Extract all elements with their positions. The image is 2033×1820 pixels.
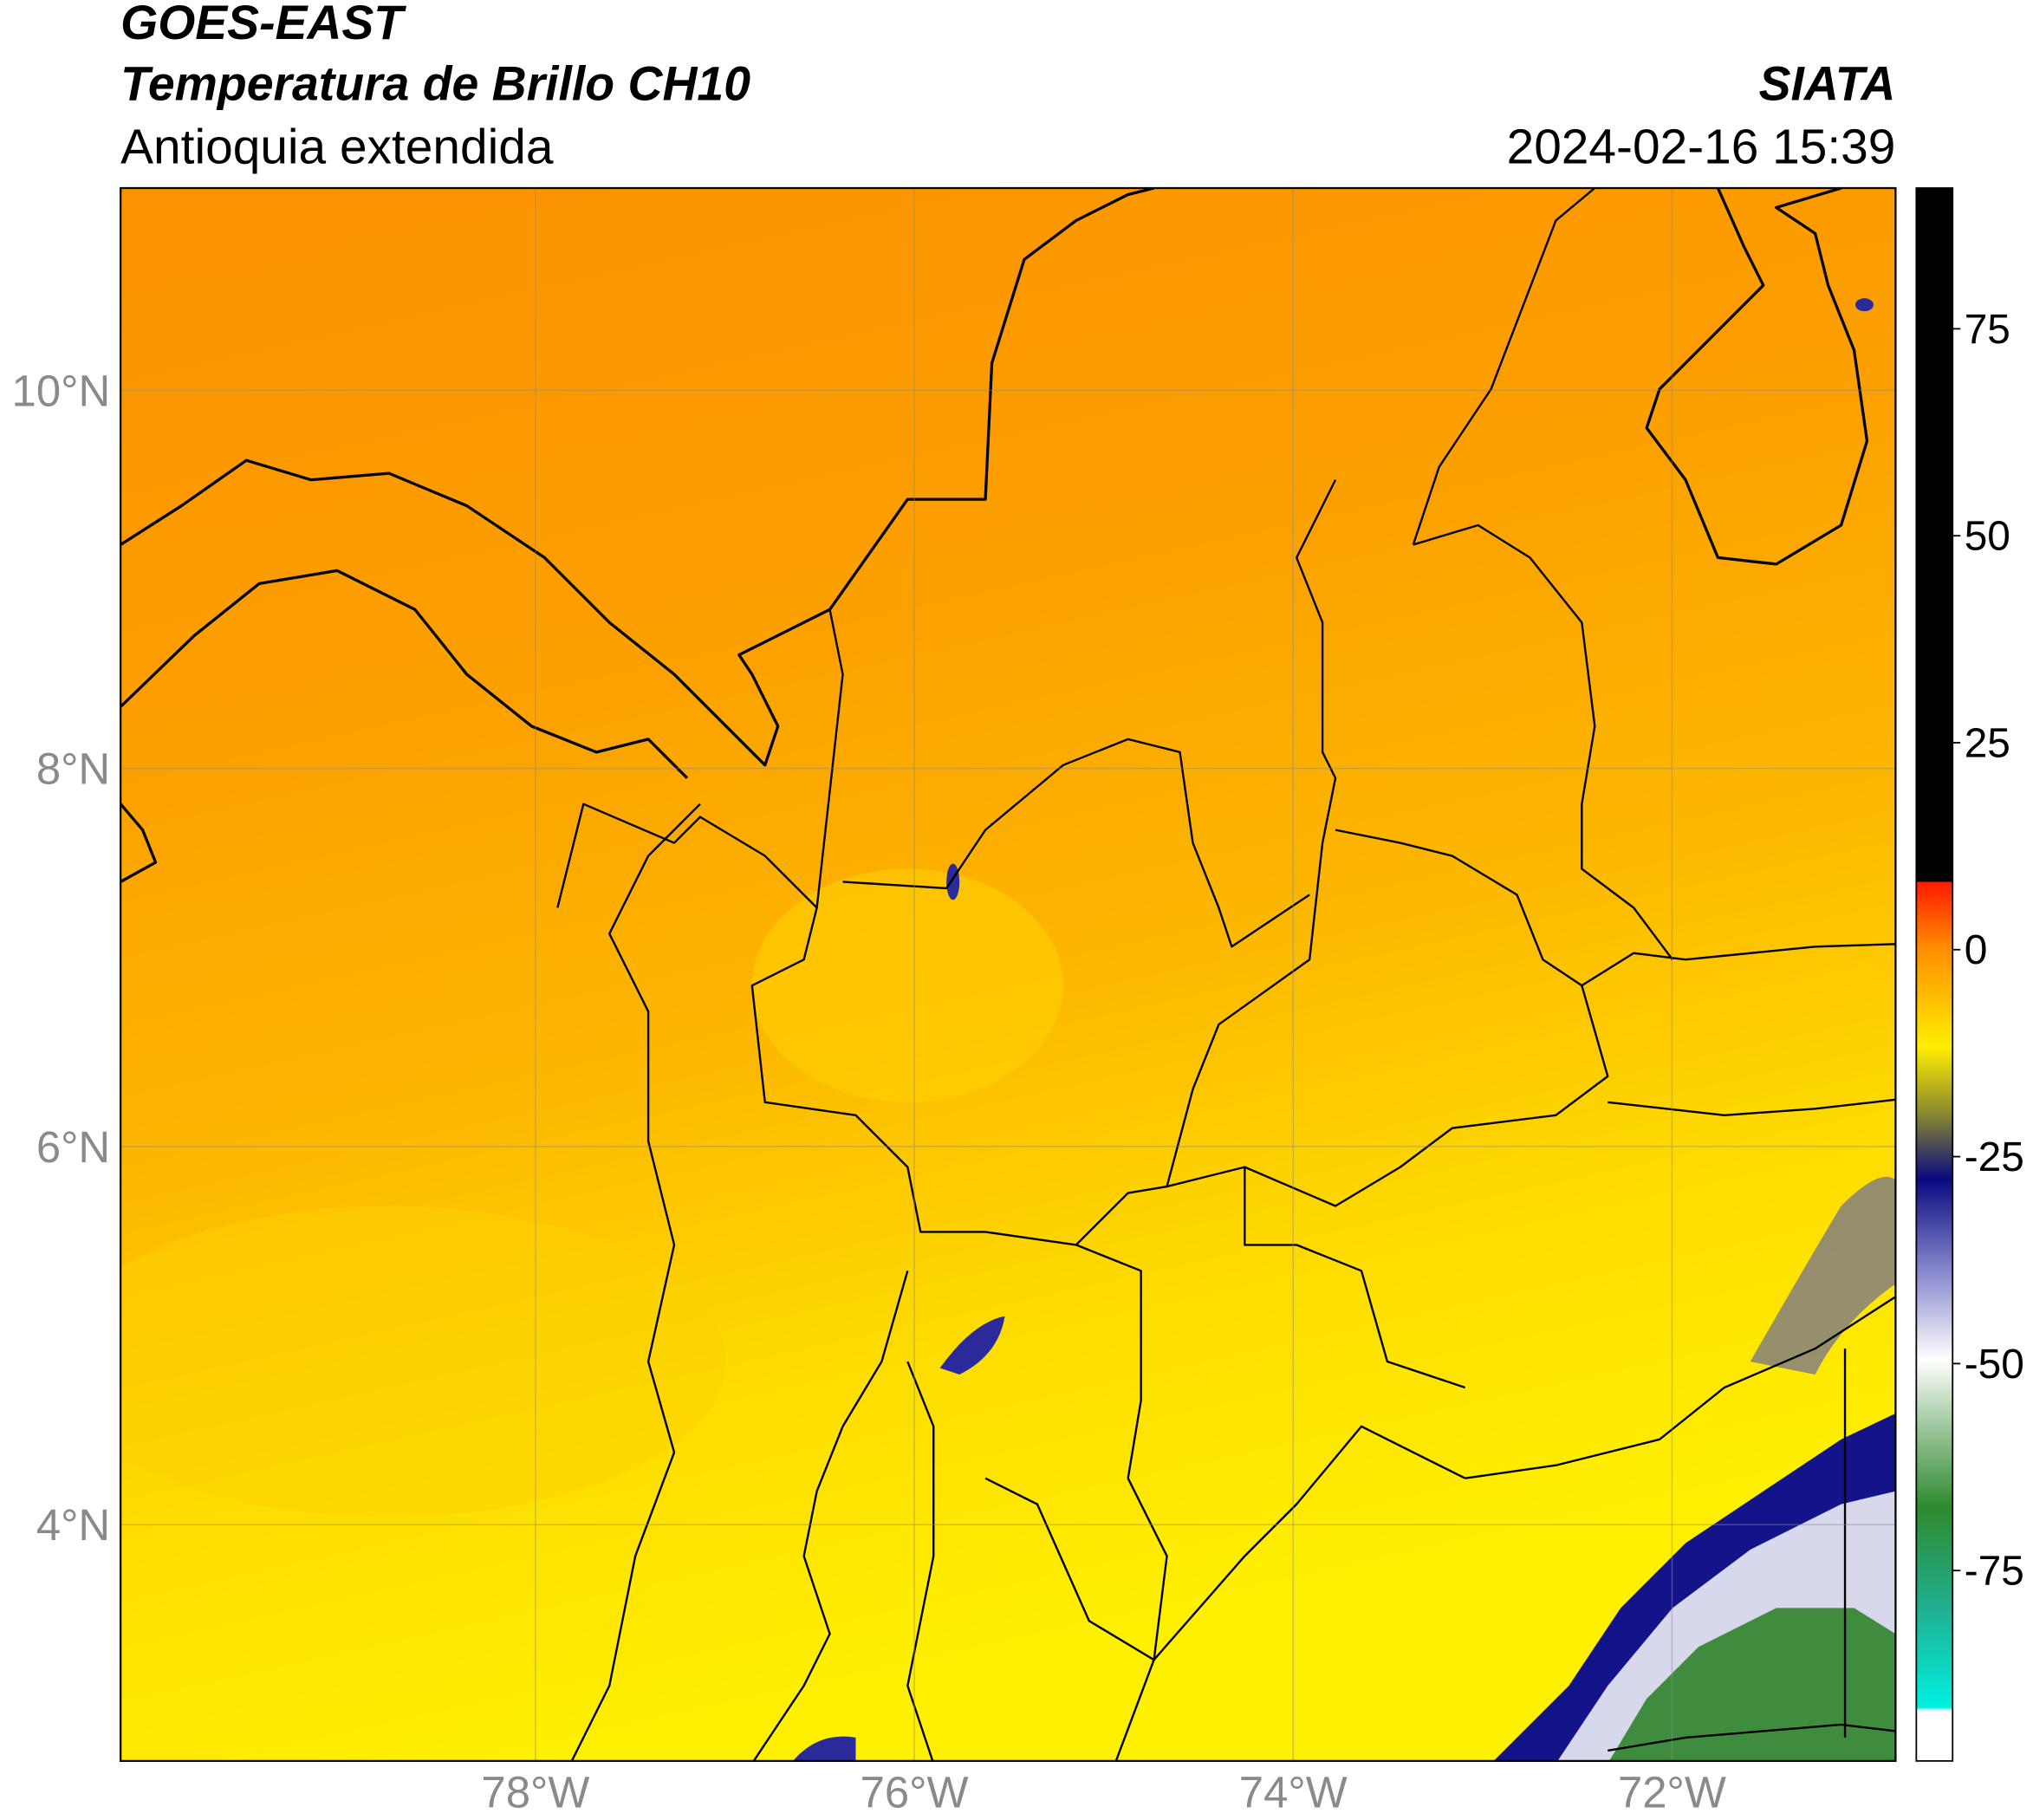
warm-patch xyxy=(751,868,1063,1102)
map-area xyxy=(120,188,1896,1761)
colorbar-tick-label: 50 xyxy=(1965,514,2010,560)
datetime: 2024-02-16 15:39 xyxy=(1507,120,1896,175)
coastline xyxy=(120,803,158,883)
cloud-cell xyxy=(1855,298,1874,312)
colorbar-tick-label: -50 xyxy=(1965,1342,2024,1388)
map-frame xyxy=(120,186,1897,1762)
warm-patch xyxy=(120,1206,726,1518)
border xyxy=(556,479,1337,1246)
coastline xyxy=(120,569,689,779)
cloud-cell xyxy=(939,1316,1005,1375)
x-tick-label: 74°W xyxy=(1239,1768,1348,1817)
border xyxy=(984,1244,1466,1761)
colorbar-tick-label: 25 xyxy=(1965,720,2010,766)
graticule: 78°W 76°W 74°W 72°W 4°N 6°N 8°N 10°N xyxy=(12,188,1896,1817)
cloud-band xyxy=(1750,1176,1896,1375)
y-tick-label: 4°N xyxy=(36,1500,110,1550)
colorbar-tick-label: -25 xyxy=(1965,1134,2024,1180)
cloud-core xyxy=(1609,1608,1896,1761)
coastline xyxy=(120,188,1154,767)
region-subtitle: Antioquia extendida xyxy=(120,120,554,175)
satellite-title: GOES-EAST xyxy=(120,0,406,49)
border xyxy=(1166,943,1896,1207)
cloud-cell xyxy=(793,1736,856,1761)
colorbar-tick-label: -75 xyxy=(1965,1549,2024,1595)
colorbar xyxy=(1915,187,1954,1762)
border xyxy=(1412,188,1674,960)
cloud-cell xyxy=(946,863,960,900)
colorbar-tick-label: 75 xyxy=(1965,307,2010,353)
colorbar-ticks: -75 -50 -25 0 25 50 75 xyxy=(1952,307,2024,1595)
x-tick-label: 78°W xyxy=(481,1768,589,1817)
border xyxy=(1608,1723,1896,1752)
product-title: Temperatura de Brillo CH10 xyxy=(120,56,750,110)
coastline xyxy=(1645,188,1869,566)
border xyxy=(570,803,701,1761)
border xyxy=(752,1270,935,1761)
colorbar-tick-label: 0 xyxy=(1965,927,1988,973)
border xyxy=(1244,829,1582,1389)
x-tick-label: 76°W xyxy=(861,1768,969,1817)
source-title: SIATA xyxy=(1759,56,1896,110)
x-tick-label: 72°W xyxy=(1618,1768,1726,1817)
y-tick-label: 6°N xyxy=(36,1122,110,1172)
y-tick-label: 10°N xyxy=(12,366,111,415)
border xyxy=(815,609,1310,948)
border xyxy=(1465,1098,1896,1479)
y-tick-label: 8°N xyxy=(36,744,110,794)
